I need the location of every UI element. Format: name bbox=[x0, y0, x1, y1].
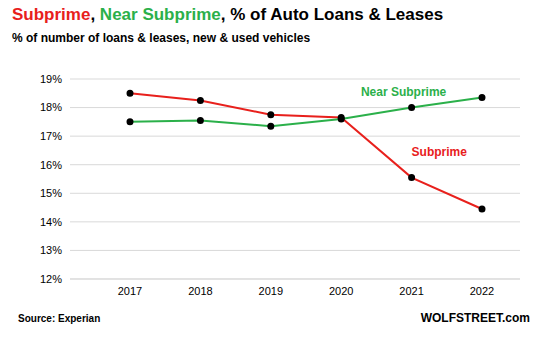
svg-text:2019: 2019 bbox=[259, 285, 283, 297]
svg-text:2021: 2021 bbox=[399, 285, 423, 297]
svg-text:17%: 17% bbox=[40, 130, 62, 142]
svg-text:18%: 18% bbox=[40, 101, 62, 113]
svg-text:16%: 16% bbox=[40, 159, 62, 171]
html-text:Source: Experian: Source: Experian bbox=[18, 313, 101, 324]
html-text:Subprime, Near Subprime,% of A: Subprime, Near Subprime,% of Auto Loans … bbox=[12, 5, 444, 24]
svg-text:2022: 2022 bbox=[470, 285, 494, 297]
svg-text:13%: 13% bbox=[40, 244, 62, 256]
svg-text:15%: 15% bbox=[40, 187, 62, 199]
svg-text:Subprime: Subprime bbox=[412, 145, 468, 159]
svg-text:2017: 2017 bbox=[118, 285, 142, 297]
html-text:% of number of loans & leases,: % of number of loans & leases, new & use… bbox=[12, 31, 311, 45]
svg-text:2018: 2018 bbox=[188, 285, 212, 297]
svg-text:2020: 2020 bbox=[329, 285, 353, 297]
svg-text:Near Subprime: Near Subprime bbox=[361, 85, 447, 99]
svg-text:19%: 19% bbox=[40, 73, 62, 85]
html-text:WOLFSTREET.com: WOLFSTREET.com bbox=[420, 311, 530, 325]
svg-text:14%: 14% bbox=[40, 216, 62, 228]
svg-text:12%: 12% bbox=[40, 273, 62, 285]
